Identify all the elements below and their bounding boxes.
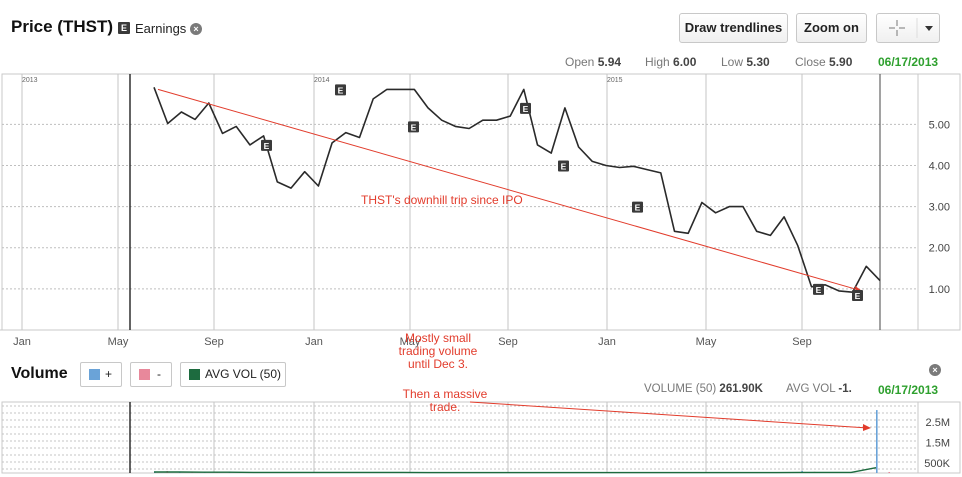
volume-bar-down — [888, 471, 891, 473]
price-x-tick: Sep — [792, 336, 812, 348]
earnings-legend-label: Earnings — [135, 21, 187, 36]
volume-header: Volume + - AVG VOL (50) × VOLUME (50) 26… — [0, 355, 962, 400]
price-y-tick: 2.00 — [929, 243, 950, 255]
down-volume-label: - — [157, 367, 161, 381]
ohlc-close: Close 5.90 — [795, 55, 853, 69]
earnings-marker-box — [632, 201, 643, 213]
down-volume-swatch — [139, 369, 150, 380]
year-label: 2013 — [22, 77, 38, 84]
price-plot-area — [1, 73, 919, 331]
volume-y-axis-panel — [917, 401, 961, 474]
earnings-marker-label: E — [264, 141, 270, 151]
trendline — [157, 88, 863, 292]
earnings-marker-box — [408, 121, 419, 133]
chart-title: Price (THST) — [11, 17, 114, 36]
volume-annotation-line: until Dec 3. — [407, 357, 469, 371]
earnings-marker: E — [335, 84, 346, 96]
price-y-axis-panel — [917, 73, 961, 331]
earnings-marker: E — [813, 283, 824, 295]
earnings-marker-box — [813, 283, 824, 295]
price-x-tick: Sep — [498, 336, 518, 348]
earnings-marker-label: E — [816, 285, 822, 295]
volume-y-tick: 2.5M — [926, 417, 950, 429]
earnings-marker: E — [852, 290, 863, 302]
volume-chart[interactable]: 2.5M 1.5M 500K — [0, 400, 962, 477]
volume-bar-up — [876, 410, 878, 473]
price-x-tick: Sep — [204, 336, 224, 348]
earnings-marker-box — [520, 102, 531, 114]
price-date: 06/17/2013 — [878, 55, 939, 69]
legend-up-volume[interactable]: + — [80, 362, 122, 387]
price-series-line — [153, 87, 881, 293]
price-y-tick: 5.00 — [929, 119, 950, 131]
price-header: Price (THST) E Earnings × Draw trendline… — [0, 0, 962, 69]
draw-trendlines-button[interactable]: Draw trendlines — [679, 13, 788, 43]
remove-volume-icon[interactable]: × — [929, 364, 941, 376]
ohlc-low: Low 5.30 — [721, 55, 770, 69]
earnings-marker-label: E — [635, 203, 641, 213]
earnings-marker: E — [632, 201, 643, 213]
volume-annotation-line: Then a massive — [402, 387, 488, 401]
earnings-marker-label: E — [855, 291, 861, 301]
price-y-tick: 1.00 — [929, 284, 950, 296]
up-volume-swatch — [89, 369, 100, 380]
crosshair-icon — [889, 20, 905, 36]
annotation-arrow — [469, 401, 869, 429]
volume-annotation: Mostly small trading volume until Dec 3. — [368, 332, 508, 371]
price-y-tick: 3.00 — [929, 202, 950, 214]
earnings-marker: E — [408, 121, 419, 133]
price-x-tick: May — [400, 336, 421, 348]
avg-volume-line — [154, 467, 877, 474]
earnings-marker-label: E — [523, 104, 529, 114]
price-x-tick: Jan — [13, 336, 31, 348]
price-x-tick: Jan — [598, 336, 616, 348]
legend-avg-volume[interactable]: AVG VOL (50) — [180, 362, 286, 387]
caret-down-icon — [925, 26, 933, 31]
price-chart[interactable]: 5.00 4.00 3.00 2.00 1.00 Jan May Sep Jan May Sep Ja… — [0, 72, 962, 355]
earnings-marker: E — [520, 102, 531, 114]
ohlc-open: Open 5.94 — [565, 55, 622, 69]
earnings-marker-label: E — [338, 85, 344, 95]
volume-plot-area — [1, 401, 919, 474]
legend-down-volume[interactable]: - — [130, 362, 172, 387]
zoom-on-button[interactable]: Zoom on — [796, 13, 867, 43]
earnings-marker-box — [558, 160, 569, 172]
trend-annotation: THST's downhill trip since IPO — [361, 193, 523, 207]
annotation-arrowhead — [863, 424, 871, 431]
avg-volume-label: AVG VOL (50) — [205, 367, 282, 381]
volume-y-tick: 1.5M — [926, 438, 950, 450]
volume-title: Volume — [11, 365, 68, 382]
price-y-tick: 4.00 — [929, 160, 950, 172]
avgvol-value: AVG VOL -1. — [786, 383, 852, 395]
price-x-tick: Jan — [305, 336, 323, 348]
price-x-tick: May — [696, 336, 717, 348]
ohlc-high: High 6.00 — [645, 55, 697, 69]
year-label: 2014 — [314, 77, 330, 84]
avg-volume-swatch — [189, 369, 200, 380]
volume-annotation-line: trading volume — [398, 344, 478, 358]
price-x-tick: May — [108, 336, 129, 348]
volume-y-tick: 500K — [924, 458, 950, 470]
earnings-marker: E — [261, 139, 272, 151]
earnings-marker-box — [852, 290, 863, 302]
volume-date: 06/17/2013 — [878, 383, 939, 397]
volume-annotation-line: trade. — [429, 400, 461, 414]
earnings-legend-icon: E — [118, 22, 130, 34]
chart-tools-dropdown[interactable] — [876, 13, 940, 43]
year-label: 2015 — [607, 77, 623, 84]
remove-earnings-icon[interactable]: × — [190, 23, 202, 35]
earnings-marker-label: E — [411, 122, 417, 132]
up-volume-label: + — [105, 367, 113, 381]
volume-annotation: Then a massive trade. — [375, 388, 515, 414]
earnings-marker-box — [261, 139, 272, 151]
earnings-marker-box — [335, 84, 346, 96]
earnings-marker-label: E — [561, 161, 567, 171]
volume-annotation-line: Mostly small — [404, 331, 471, 345]
earnings-marker: E — [558, 160, 569, 172]
volume-value: VOLUME (50) 261.90K — [644, 383, 763, 395]
